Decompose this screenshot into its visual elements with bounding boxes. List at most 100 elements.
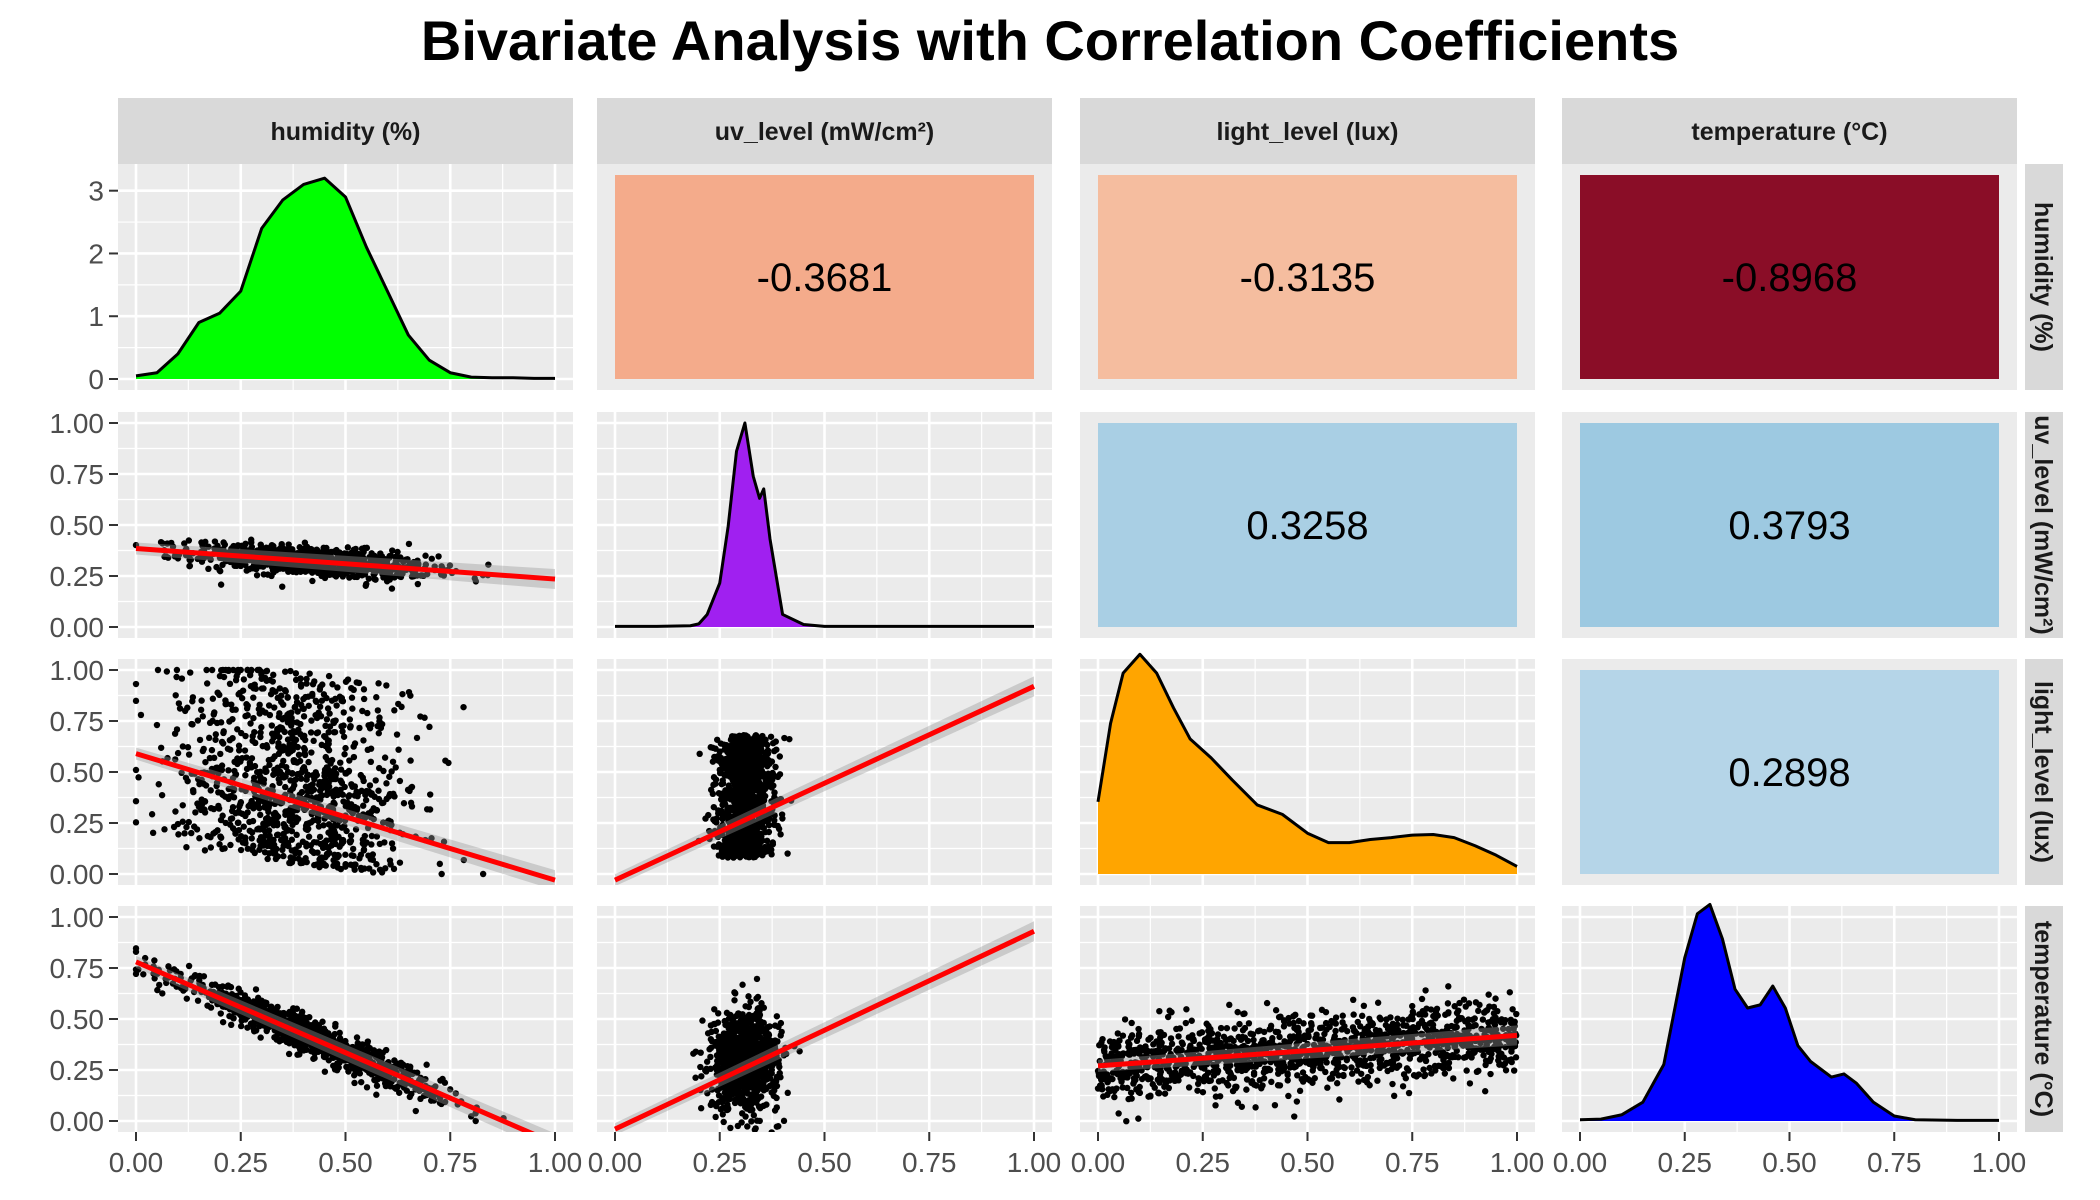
scatter-point [181, 540, 188, 547]
scatter-point [207, 556, 214, 563]
scatter-point [697, 1105, 705, 1112]
scatter-point [387, 552, 395, 559]
scatter-point [364, 1038, 372, 1045]
scatter-point [768, 1129, 775, 1132]
scatter-point [208, 981, 216, 989]
density-line [615, 421, 1034, 628]
scatter-point [305, 758, 312, 766]
scatter-point [342, 851, 349, 858]
scatter-point [300, 547, 308, 555]
scatter-point [373, 833, 381, 840]
scatter-point [154, 986, 161, 994]
strip-right [2025, 906, 2063, 1132]
scatter-point [376, 1048, 383, 1055]
scatter-point [729, 840, 737, 848]
scatter-point [233, 673, 240, 680]
scatter-point [268, 722, 276, 729]
scatter-point [761, 785, 769, 793]
density-area [136, 178, 555, 379]
scatter-point [736, 732, 743, 739]
scatter-point [460, 703, 467, 711]
scatter-point [255, 705, 263, 713]
scatter-point [303, 776, 310, 783]
scatter-point [340, 733, 348, 740]
scatter-point [301, 1021, 308, 1028]
scatter-point [754, 784, 761, 791]
scatter-point [296, 544, 303, 551]
scatter-point [738, 1110, 746, 1117]
strip-top [1080, 98, 1535, 164]
scatter-point [173, 666, 181, 674]
scatter-point [240, 676, 248, 683]
scatter-point [164, 754, 171, 762]
scatter-point [155, 781, 162, 788]
scatter-point [262, 832, 269, 839]
strip-top [597, 98, 1052, 164]
scatter-point [132, 680, 140, 688]
scatter-point [355, 550, 362, 558]
scatter-point [722, 847, 729, 854]
scatter-point [222, 819, 229, 827]
scatter-point [276, 710, 283, 717]
scatter-point [739, 981, 746, 988]
scatter-point [762, 828, 769, 836]
scatter-point [360, 686, 368, 693]
scatter-point [225, 666, 232, 674]
scatter-point [735, 1010, 742, 1017]
scatter-point [395, 1089, 403, 1096]
scatter-point [351, 1079, 358, 1087]
scatter-point [280, 830, 287, 838]
scatter-point [744, 747, 751, 754]
scatter-point [284, 694, 291, 701]
scatter-point [222, 700, 229, 708]
scatter-point [711, 817, 718, 825]
scatter-point [188, 829, 195, 837]
panel-grid [118, 906, 573, 1132]
scatter-point [254, 666, 261, 674]
scatter-point [721, 797, 728, 804]
scatter-point [266, 761, 273, 769]
scatter-point [135, 774, 142, 781]
scatter-point [242, 834, 249, 841]
scatter-point [229, 666, 237, 674]
scatter-point [325, 747, 333, 754]
scatter-point [775, 1056, 782, 1064]
scatter-point [725, 817, 732, 825]
scatter-point [216, 841, 223, 848]
scatter-point [771, 812, 778, 819]
scatter-point [708, 1086, 716, 1093]
scatter-point [472, 1117, 479, 1125]
strip-right [2025, 412, 2063, 638]
scatter-point [212, 736, 219, 743]
scatter-point [725, 1015, 733, 1022]
scatter-point [295, 1043, 302, 1050]
scatter-point [777, 1019, 785, 1027]
scatter-point [702, 815, 709, 822]
scatter-point [334, 851, 342, 859]
correlation-label: -0.8968 [1722, 256, 1858, 300]
scatter-point [734, 829, 742, 836]
scatter-point [195, 803, 203, 811]
scatter-point [740, 805, 748, 813]
scatter-point [304, 1027, 312, 1034]
scatter-point [227, 1021, 235, 1029]
scatter-point [707, 1065, 714, 1073]
scatter-point [340, 709, 347, 716]
scatter-point [764, 1024, 772, 1031]
scatter-point [748, 852, 756, 859]
scatter-point [360, 777, 367, 785]
scatter-point [396, 777, 404, 785]
scatter-point [285, 826, 292, 834]
scatter-point [183, 823, 190, 831]
scatter-point [367, 745, 375, 752]
scatter-point [325, 1057, 333, 1064]
strip-top-label: light_level (lux) [1217, 118, 1399, 146]
scatter-point [159, 540, 166, 547]
scatter-point [422, 552, 429, 559]
scatter-point [310, 838, 318, 846]
scatter-point [288, 847, 296, 854]
scatter-point [722, 787, 729, 794]
scatter-point [247, 545, 255, 552]
scatter-point [426, 791, 434, 798]
scatter-point [185, 751, 193, 758]
